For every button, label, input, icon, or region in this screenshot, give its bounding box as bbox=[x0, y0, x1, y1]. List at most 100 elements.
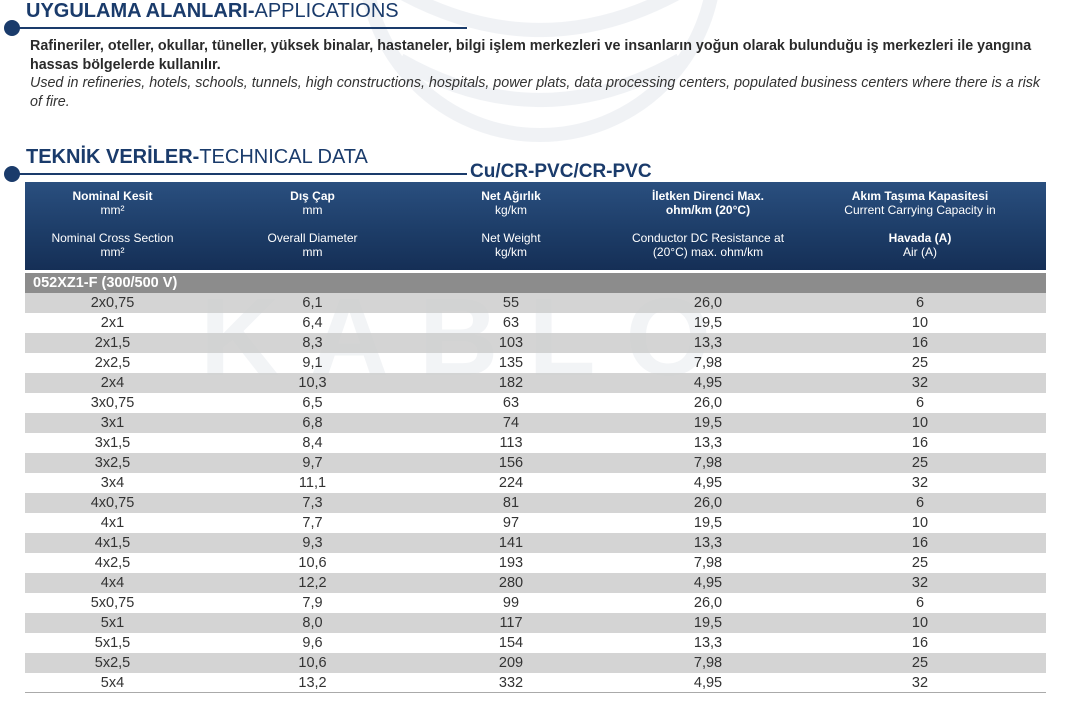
cell-resistance: 19,5 bbox=[693, 615, 723, 631]
cable-type-label: 052XZ1-F (300/500 V) bbox=[33, 275, 178, 291]
header-unit-en: mm bbox=[302, 245, 323, 259]
table-row: 4x0,75 7,3 81 26,0 6 bbox=[25, 493, 1046, 513]
header-unit-en: mm² bbox=[100, 245, 125, 259]
cell-diameter: 6,8 bbox=[302, 415, 323, 431]
cell-capacity: 6 bbox=[915, 395, 925, 411]
table-row: 5x4 13,2 332 4,95 32 bbox=[25, 673, 1046, 693]
cell-capacity: 10 bbox=[911, 615, 929, 631]
cell-resistance: 19,5 bbox=[693, 515, 723, 531]
cell-capacity: 16 bbox=[911, 635, 929, 651]
cell-diameter: 7,7 bbox=[302, 515, 323, 531]
cell-resistance: 7,98 bbox=[693, 455, 723, 471]
header-overall-diameter: Dış Çap mm Overall Diameter mm bbox=[200, 182, 425, 270]
cell-diameter: 13,2 bbox=[298, 675, 327, 691]
table-row: 3x2,5 9,7 156 7,98 25 bbox=[25, 453, 1046, 473]
table-row: 2x1,5 8,3 103 13,3 16 bbox=[25, 333, 1046, 353]
cell-capacity: 32 bbox=[911, 675, 929, 691]
header-unit-en: kg/km bbox=[494, 245, 527, 259]
cell-capacity: 6 bbox=[915, 495, 925, 511]
cell-section: 4x4 bbox=[100, 575, 125, 591]
cell-section: 3x2,5 bbox=[94, 455, 131, 471]
cell-diameter: 12,2 bbox=[298, 575, 327, 591]
applications-underline bbox=[12, 27, 467, 29]
cell-diameter: 9,7 bbox=[302, 455, 323, 471]
header-conductor-resistance: İletken Direnci Max. ohm/km (20°C) Conduc… bbox=[597, 182, 819, 270]
cell-capacity: 25 bbox=[911, 655, 929, 671]
technical-title-regular: TECHNICAL DATA bbox=[199, 146, 368, 168]
technical-underline bbox=[12, 173, 467, 175]
header-nominal-section: Nominal Kesit mm² Nominal Cross Section mm… bbox=[25, 182, 200, 270]
cell-resistance: 7,98 bbox=[693, 655, 723, 671]
cell-section: 3x4 bbox=[100, 475, 125, 491]
header-label-en: Overall Diameter bbox=[267, 231, 358, 245]
technical-title: TEKNİK VERİLER-TECHNICAL DATA bbox=[26, 146, 368, 169]
cable-type-group-bar: 052XZ1-F (300/500 V) bbox=[25, 273, 1046, 293]
cell-resistance: 7,98 bbox=[693, 555, 723, 571]
table-row: 3x4 11,1 224 4,95 32 bbox=[25, 473, 1046, 493]
header-unit: mm² bbox=[100, 203, 125, 217]
cell-resistance: 19,5 bbox=[693, 315, 723, 331]
cell-capacity: 10 bbox=[911, 315, 929, 331]
cell-weight: 135 bbox=[498, 355, 524, 371]
cell-resistance: 4,95 bbox=[693, 575, 723, 591]
cell-section: 2x4 bbox=[100, 375, 125, 391]
cell-weight: 224 bbox=[498, 475, 524, 491]
cell-diameter: 7,3 bbox=[302, 495, 323, 511]
bullet-dot-icon bbox=[4, 166, 20, 182]
cell-section: 5x1 bbox=[100, 615, 125, 631]
table-row: 4x2,5 10,6 193 7,98 25 bbox=[25, 553, 1046, 573]
cell-weight: 113 bbox=[499, 435, 523, 451]
table-row: 5x1 8,0 117 19,5 10 bbox=[25, 613, 1046, 633]
applications-text-en: Used in refineries, hotels, schools, tun… bbox=[30, 75, 1041, 110]
cell-section: 5x2,5 bbox=[94, 655, 131, 671]
cell-resistance: 4,95 bbox=[693, 375, 723, 391]
cell-resistance: 26,0 bbox=[693, 395, 723, 411]
cell-section: 5x1,5 bbox=[94, 635, 131, 651]
cell-weight: 55 bbox=[502, 295, 520, 311]
header-label: Nominal Kesit bbox=[72, 189, 153, 203]
cell-section: 5x0,75 bbox=[90, 595, 135, 611]
cell-capacity: 25 bbox=[911, 455, 929, 471]
cell-diameter: 7,9 bbox=[302, 595, 323, 611]
cell-section: 4x1,5 bbox=[94, 535, 131, 551]
cell-weight: 63 bbox=[502, 315, 520, 331]
header-label: Dış Çap bbox=[290, 189, 335, 203]
cell-resistance: 19,5 bbox=[693, 415, 723, 431]
table-body: 2x0,75 6,1 55 26,0 6 2x1 6,4 63 19,5 10 … bbox=[25, 293, 1046, 693]
technical-title-bold: TEKNİK VERİLER- bbox=[26, 146, 200, 168]
cell-capacity: 25 bbox=[911, 355, 929, 371]
cell-weight: 154 bbox=[498, 635, 524, 651]
cell-diameter: 9,3 bbox=[302, 535, 323, 551]
cell-capacity: 16 bbox=[911, 435, 929, 451]
cell-capacity: 25 bbox=[911, 555, 929, 571]
table-bottom-rule bbox=[25, 692, 1046, 693]
table-row: 5x2,5 10,6 209 7,98 25 bbox=[25, 653, 1046, 673]
applications-title-bold: UYGULAMA ALANLARI- bbox=[26, 0, 255, 22]
cell-capacity: 10 bbox=[911, 415, 929, 431]
cell-diameter: 9,6 bbox=[302, 635, 323, 651]
table-row: 4x4 12,2 280 4,95 32 bbox=[25, 573, 1046, 593]
cell-diameter: 10,6 bbox=[298, 555, 327, 571]
cell-resistance: 13,3 bbox=[693, 535, 723, 551]
cell-resistance: 13,3 bbox=[693, 435, 723, 451]
table-row: 5x0,75 7,9 99 26,0 6 bbox=[25, 593, 1046, 613]
table-row: 3x1,5 8,4 113 13,3 16 bbox=[25, 433, 1046, 453]
cell-resistance: 26,0 bbox=[693, 295, 723, 311]
cell-diameter: 8,3 bbox=[302, 335, 323, 351]
header-unit: mm bbox=[302, 203, 323, 217]
header-net-weight: Net Ağırlık kg/km Net Weight kg/km bbox=[425, 182, 597, 270]
header-unit-en: Air (A) bbox=[903, 245, 937, 259]
header-label-en: Net Weight bbox=[481, 231, 541, 245]
table-row: 2x4 10,3 182 4,95 32 bbox=[25, 373, 1046, 393]
table-row: 2x1 6,4 63 19,5 10 bbox=[25, 313, 1046, 333]
header-unit-en: (20°C) max. ohm/km bbox=[652, 245, 764, 259]
cell-section: 2x1,5 bbox=[94, 335, 131, 351]
construction-label: Cu/CR-PVC/CR-PVC bbox=[470, 161, 652, 182]
cell-capacity: 32 bbox=[911, 575, 929, 591]
header-label-en: Conductor DC Resistance at bbox=[631, 231, 785, 245]
cell-section: 3x1 bbox=[100, 415, 125, 431]
cell-section: 2x2,5 bbox=[94, 355, 131, 371]
cell-weight: 81 bbox=[502, 495, 520, 511]
table-row: 3x0,75 6,5 63 26,0 6 bbox=[25, 393, 1046, 413]
cell-diameter: 11,1 bbox=[298, 475, 327, 491]
